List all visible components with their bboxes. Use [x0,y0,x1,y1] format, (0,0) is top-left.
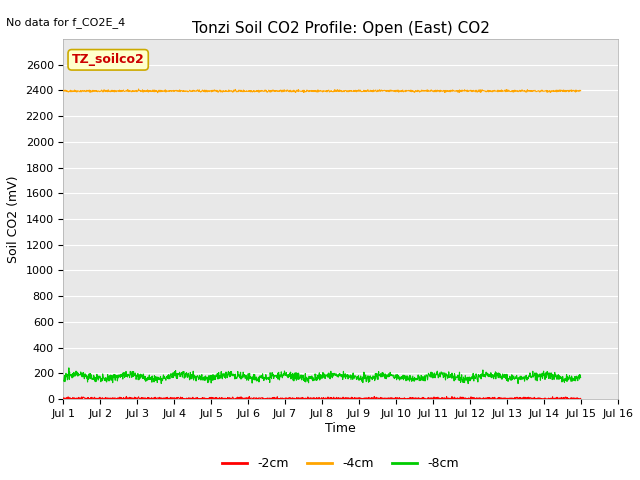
X-axis label: Time: Time [325,421,356,435]
Legend: -2cm, -4cm, -8cm: -2cm, -4cm, -8cm [217,452,464,475]
Text: No data for f_CO2E_4: No data for f_CO2E_4 [6,17,125,28]
Title: Tonzi Soil CO2 Profile: Open (East) CO2: Tonzi Soil CO2 Profile: Open (East) CO2 [191,21,490,36]
Text: TZ_soilco2: TZ_soilco2 [72,53,145,66]
Y-axis label: Soil CO2 (mV): Soil CO2 (mV) [7,175,20,263]
